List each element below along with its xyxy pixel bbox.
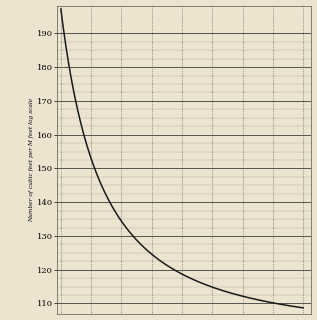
Y-axis label: Number of cubic feet per M feet log scale: Number of cubic feet per M feet log scal… — [29, 98, 34, 222]
